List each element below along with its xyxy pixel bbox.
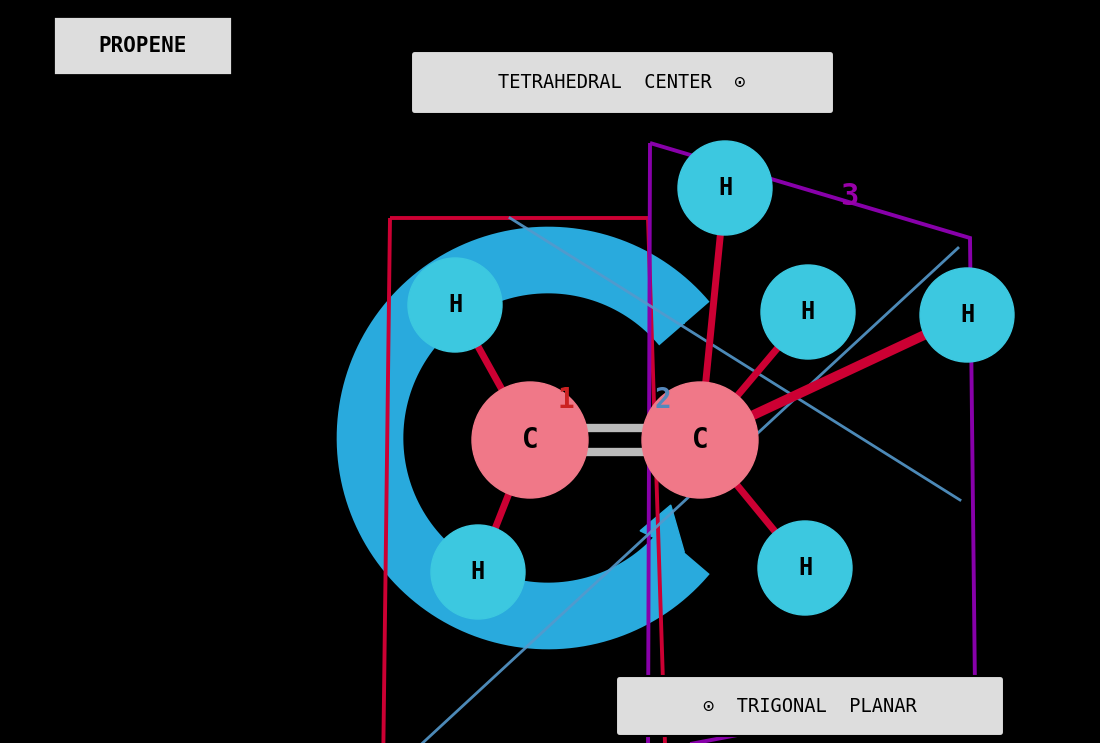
- Text: H: H: [798, 556, 812, 580]
- Text: H: H: [471, 560, 485, 584]
- FancyBboxPatch shape: [411, 51, 834, 114]
- FancyBboxPatch shape: [616, 676, 1004, 736]
- Text: 3: 3: [840, 182, 858, 211]
- Text: 2: 2: [654, 386, 672, 414]
- Circle shape: [431, 525, 525, 619]
- Circle shape: [642, 382, 758, 498]
- Text: H: H: [448, 293, 462, 317]
- Polygon shape: [640, 276, 684, 324]
- Text: H: H: [801, 300, 815, 324]
- Text: ⊙  TRIGONAL  PLANAR: ⊙ TRIGONAL PLANAR: [703, 696, 917, 716]
- Circle shape: [920, 268, 1014, 362]
- Text: C: C: [692, 426, 708, 454]
- Circle shape: [761, 265, 855, 359]
- Text: PROPENE: PROPENE: [99, 36, 187, 56]
- Polygon shape: [640, 505, 684, 552]
- FancyBboxPatch shape: [53, 16, 232, 75]
- Text: C: C: [521, 426, 538, 454]
- Text: H: H: [960, 303, 975, 327]
- Circle shape: [408, 258, 502, 352]
- Text: TETRAHEDRAL  CENTER  ⊙: TETRAHEDRAL CENTER ⊙: [498, 74, 746, 92]
- Text: H: H: [718, 176, 733, 200]
- Circle shape: [758, 521, 852, 615]
- Text: 1: 1: [558, 386, 574, 414]
- Circle shape: [472, 382, 588, 498]
- Circle shape: [678, 141, 772, 235]
